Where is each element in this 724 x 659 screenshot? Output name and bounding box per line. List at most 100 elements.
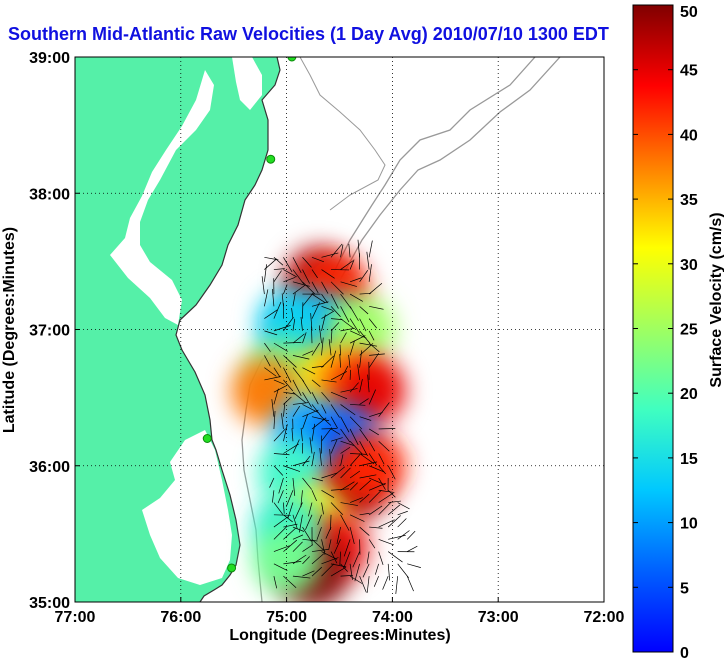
velocity-arrow-82 bbox=[349, 514, 365, 522]
velocity-arrow-223 bbox=[264, 367, 277, 377]
velocity-arrow-227 bbox=[302, 367, 316, 375]
velocity-arrow-288 bbox=[311, 301, 329, 307]
velocity-arrow-46 bbox=[283, 528, 296, 540]
velocity-arrow-106 bbox=[311, 490, 317, 502]
velocity-arrow-251 bbox=[302, 332, 307, 344]
velocity-arrow-315 bbox=[340, 281, 358, 287]
velocity-arrow-189 bbox=[273, 388, 279, 405]
velocity-arrow-185 bbox=[349, 416, 363, 430]
velocity-arrow-219 bbox=[340, 365, 349, 381]
colorbar-tick-label-10: 50 bbox=[680, 4, 698, 21]
velocity-arrow-125 bbox=[368, 477, 386, 486]
velocity-arrow-192 bbox=[302, 404, 319, 414]
velocity-arrow-178 bbox=[283, 403, 286, 417]
velocity-arrow-95 bbox=[340, 502, 359, 506]
pamlico-sound bbox=[142, 430, 232, 585]
velocity-arrow-102 bbox=[272, 490, 275, 503]
velocity-arrow-268 bbox=[349, 330, 367, 339]
velocity-arrow-333 bbox=[283, 257, 293, 273]
velocity-arrow-304 bbox=[349, 293, 363, 302]
velocity-arrow-34 bbox=[311, 548, 330, 552]
velocity-arrow-68 bbox=[349, 526, 355, 545]
velocity-arrow-341 bbox=[357, 239, 360, 258]
velocity-arrow-265 bbox=[321, 314, 326, 331]
velocity-arrow-264 bbox=[310, 313, 313, 331]
velocity-arrow-247 bbox=[264, 342, 271, 352]
velocity-arrow-276 bbox=[311, 302, 320, 319]
velocity-arrow-139 bbox=[378, 465, 386, 475]
velocity-arrow-305 bbox=[359, 292, 372, 295]
y-axis-label: Latitude (Degrees:Minutes) bbox=[1, 227, 18, 433]
velocity-arrow-194 bbox=[321, 404, 327, 414]
velocity-arrow-282 bbox=[368, 318, 377, 329]
velocity-arrow-230 bbox=[330, 350, 337, 368]
velocity-arrow-1 bbox=[283, 575, 297, 589]
colorbar-label: Surface Velocity (cm/s) bbox=[708, 212, 724, 387]
velocity-arrow-128 bbox=[273, 465, 284, 476]
velocity-arrow-24 bbox=[354, 563, 360, 582]
velocity-arrow-175 bbox=[368, 428, 380, 436]
velocity-arrow-285 bbox=[281, 293, 284, 307]
velocity-arrow-16 bbox=[283, 561, 302, 565]
velocity-arrow-87 bbox=[397, 510, 408, 516]
velocity-arrows bbox=[261, 239, 421, 594]
velocity-arrow-335 bbox=[302, 257, 312, 268]
velocity-arrow-324 bbox=[311, 269, 318, 279]
velocity-arrow-319 bbox=[264, 258, 277, 270]
velocity-arrow-258 bbox=[368, 342, 380, 353]
velocity-arrow-84 bbox=[368, 505, 383, 516]
velocity-arrow-63 bbox=[302, 526, 312, 542]
velocity-arrow-133 bbox=[319, 448, 322, 466]
x-axis-label: Longitude (Degrees:Minutes) bbox=[229, 627, 450, 644]
velocity-arrow-291 bbox=[340, 306, 350, 323]
velocity-arrow-61 bbox=[283, 523, 298, 528]
velocity-arrow-327 bbox=[340, 260, 354, 270]
velocity-arrow-186 bbox=[359, 416, 372, 421]
velocity-arrow-26 bbox=[374, 563, 379, 575]
velocity-arrow-108 bbox=[331, 488, 349, 491]
velocity-arrow-41 bbox=[378, 551, 384, 565]
velocity-arrow-212 bbox=[273, 379, 285, 385]
velocity-arrow-13 bbox=[395, 576, 399, 594]
velocity-arrow-166 bbox=[281, 413, 284, 430]
stations-layer bbox=[202, 57, 297, 573]
velocity-arrow-338 bbox=[330, 243, 343, 258]
delaware-bay bbox=[232, 57, 262, 110]
velocity-arrow-224 bbox=[273, 367, 281, 378]
velocity-arrow-182 bbox=[321, 416, 332, 426]
velocity-arrow-336 bbox=[311, 256, 325, 263]
velocity-arrow-220 bbox=[349, 369, 351, 380]
velocity-arrow-18 bbox=[302, 556, 310, 565]
velocity-arrow-32 bbox=[292, 541, 303, 552]
velocity-arrow-332 bbox=[273, 257, 284, 266]
velocity-arrow-72 bbox=[387, 515, 401, 528]
velocity-arrow-242 bbox=[328, 339, 332, 356]
x-tick-label-3: 74:00 bbox=[372, 609, 413, 626]
x-tick-label-5: 72:00 bbox=[584, 609, 625, 626]
velocity-arrow-216 bbox=[311, 379, 321, 388]
velocity-arrow-312 bbox=[311, 281, 319, 294]
bathymetry-contour-inner bbox=[299, 57, 386, 211]
velocity-arrow-10 bbox=[366, 576, 370, 593]
station-marker-1 bbox=[266, 154, 276, 164]
velocity-arrow-27 bbox=[387, 563, 391, 581]
velocity-arrow-295 bbox=[261, 276, 265, 295]
y-tick-label-0: 35:00 bbox=[29, 595, 70, 612]
velocity-arrow-298 bbox=[292, 284, 306, 295]
bathymetry-contour-slope bbox=[339, 57, 561, 281]
velocity-arrow-279 bbox=[340, 318, 355, 329]
colorbar-tick-label-9: 45 bbox=[680, 63, 698, 80]
velocity-arrow-21 bbox=[330, 563, 347, 568]
velocity-arrow-143 bbox=[292, 439, 300, 454]
velocity-arrow-48 bbox=[302, 538, 318, 542]
colorbar-tick-label-6: 30 bbox=[680, 257, 698, 274]
velocity-arrow-318 bbox=[368, 264, 372, 282]
velocity-arrow-142 bbox=[283, 443, 299, 454]
colorbar-tick-label-0: 0 bbox=[680, 645, 689, 659]
velocity-arrow-195 bbox=[330, 404, 340, 418]
velocity-arrow-56 bbox=[378, 538, 394, 546]
velocity-arrow-188 bbox=[378, 402, 390, 417]
velocity-arrow-257 bbox=[359, 342, 378, 347]
velocity-arrow-135 bbox=[340, 454, 344, 466]
velocity-arrow-246 bbox=[369, 353, 385, 356]
